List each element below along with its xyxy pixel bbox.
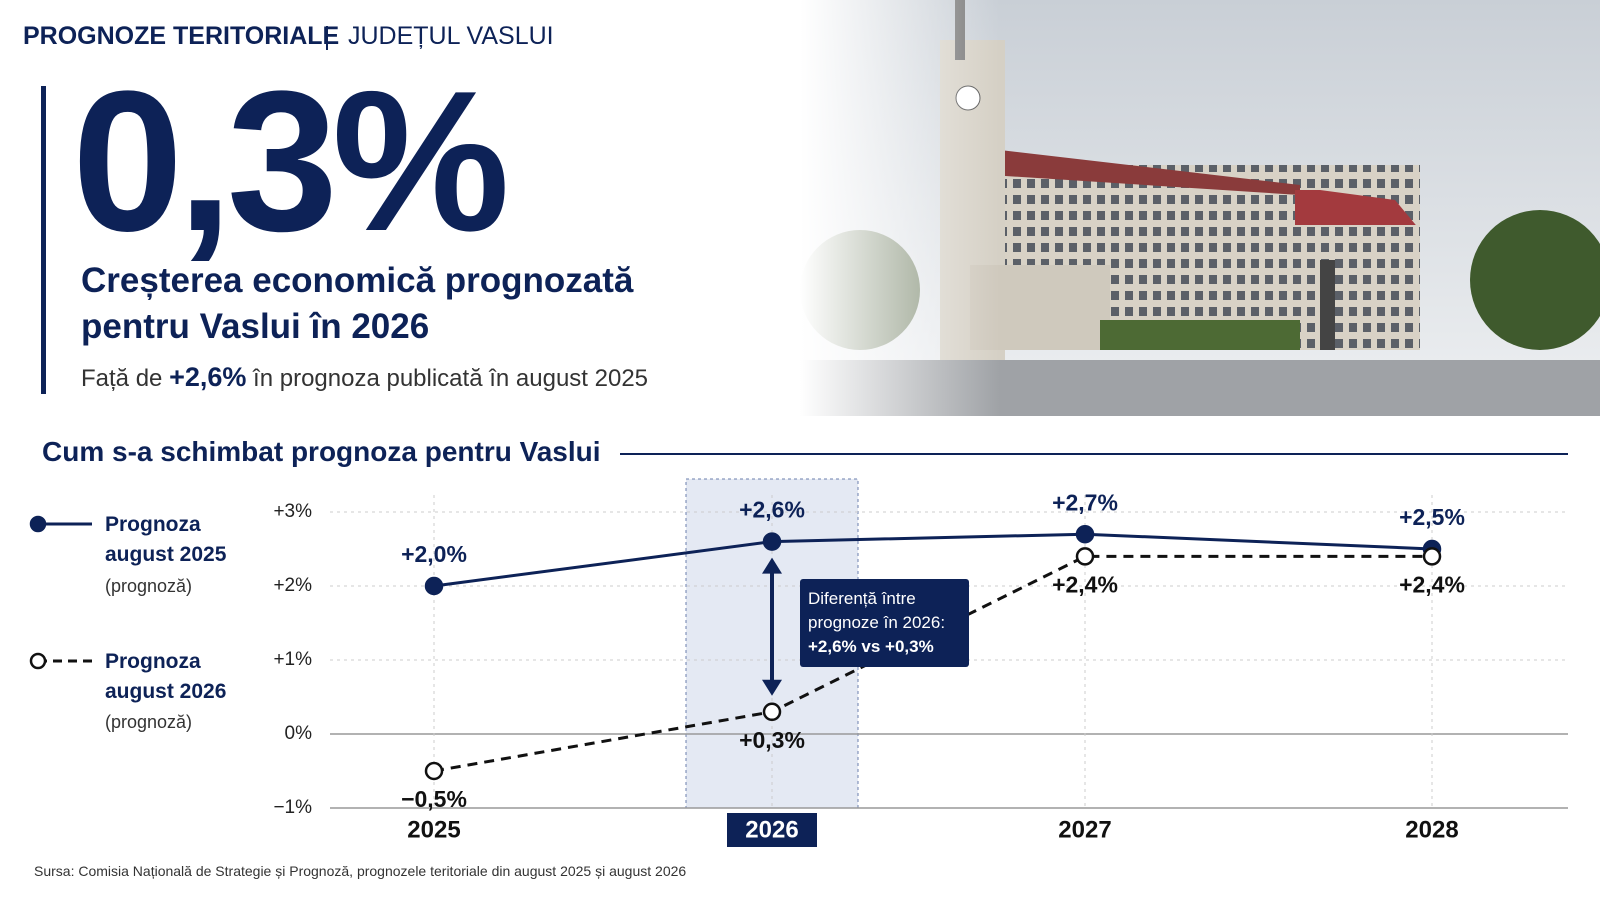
legend-marker bbox=[29, 515, 47, 533]
annotation-line: prognoze în 2026: bbox=[808, 613, 946, 632]
source-note: Sursa: Comisia Națională de Strategie și… bbox=[34, 863, 687, 879]
y-tick-label: −1% bbox=[273, 797, 312, 818]
header-separator bbox=[326, 26, 328, 50]
comparison-prefix: Față de bbox=[81, 365, 163, 392]
headline-title-line: Creșterea economică prognozată bbox=[81, 261, 634, 300]
y-tick-label: +3% bbox=[273, 501, 312, 522]
annotation-line: Diferență între bbox=[808, 589, 916, 608]
data-point bbox=[762, 702, 782, 722]
comparison-suffix: în prognoza publicată în august 2025 bbox=[253, 365, 649, 392]
chart-title: Cum s-a schimbat prognoza pentru Vaslui bbox=[42, 436, 601, 467]
legend-label: Prognoza august 2025 bbox=[105, 513, 227, 566]
data-point bbox=[1075, 547, 1095, 566]
series-line bbox=[433, 532, 1433, 588]
x-tick-label: 2025 bbox=[407, 816, 460, 843]
data-point bbox=[1075, 524, 1095, 544]
legend-label: Prognoza august 2026 bbox=[105, 650, 227, 703]
data-label: +2,0% bbox=[401, 541, 467, 567]
arrow-head bbox=[762, 557, 782, 574]
annotation-box: Diferență între prognoze în 2026: +2,6% … bbox=[800, 579, 969, 667]
x-tick-label: 2028 bbox=[1405, 816, 1458, 843]
arrow-head bbox=[762, 679, 782, 696]
x-tick-label: 2027 bbox=[1058, 816, 1111, 843]
data-point bbox=[424, 761, 444, 781]
data-label: +2,6% bbox=[739, 497, 805, 523]
headline-value: 0,3% bbox=[72, 50, 510, 273]
legend-marker bbox=[29, 652, 47, 670]
y-tick-label: +2% bbox=[273, 575, 312, 596]
accent-bar bbox=[41, 86, 46, 394]
x-tick-label: 2026 bbox=[745, 816, 798, 843]
headline-comparison: Față de +2,6% în prognoza publicată în a… bbox=[81, 362, 648, 393]
header-section: PROGNOZE TERITORIALE bbox=[23, 22, 340, 50]
data-label: −0,5% bbox=[401, 786, 467, 812]
data-point bbox=[762, 532, 782, 551]
city-hall-photo bbox=[800, 0, 1600, 416]
header-region: JUDEȚUL VASLUI bbox=[348, 22, 554, 50]
x-label-highlight bbox=[727, 813, 817, 847]
data-point bbox=[424, 576, 444, 596]
legend-note: (prognoză) bbox=[105, 576, 193, 596]
data-point bbox=[1422, 547, 1442, 566]
annotation-line: +2,6% vs +0,3% bbox=[808, 637, 934, 656]
comparison-value: +2,6% bbox=[169, 362, 247, 392]
y-tick-label: +1% bbox=[273, 649, 312, 670]
y-tick-label: 0% bbox=[285, 723, 313, 744]
data-label: +2,7% bbox=[1052, 489, 1118, 515]
data-label: +2,4% bbox=[1052, 571, 1118, 597]
legend-note: (prognoză) bbox=[105, 712, 193, 732]
data-label: +2,5% bbox=[1399, 504, 1465, 530]
headline-title-line: pentru Vaslui în 2026 bbox=[81, 307, 430, 346]
data-label: +0,3% bbox=[739, 727, 805, 753]
data-label: +2,4% bbox=[1399, 571, 1465, 597]
title-rule bbox=[620, 453, 1568, 455]
headline-title: Creșterea economică prognozată pentru Va… bbox=[81, 258, 633, 350]
